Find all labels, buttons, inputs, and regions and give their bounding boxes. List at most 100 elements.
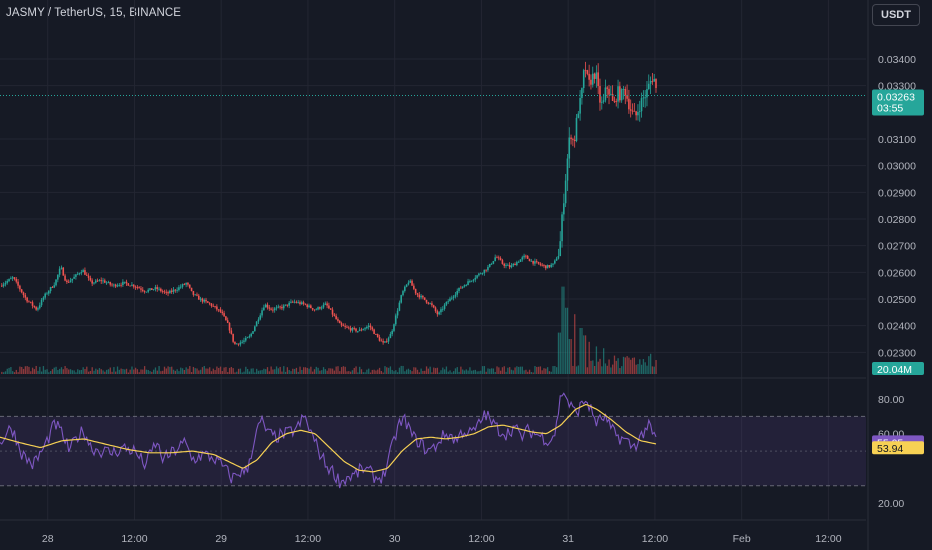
volume-bar <box>460 366 462 374</box>
volume-bar <box>481 366 484 374</box>
volume-bar <box>12 371 14 374</box>
candle-body <box>499 258 502 261</box>
candle-body <box>317 307 319 310</box>
volume-bar <box>31 367 34 374</box>
volume-bar <box>342 366 345 374</box>
candle-body <box>64 275 66 281</box>
candle-body <box>615 101 618 102</box>
candle-body <box>49 287 52 292</box>
candle-body <box>324 303 327 305</box>
candle-body <box>467 281 469 286</box>
volume-bar <box>413 367 415 374</box>
candle-body <box>413 285 415 289</box>
price-tick-label: 0.02400 <box>878 321 916 333</box>
volume-bar <box>462 369 464 374</box>
candle-body <box>80 272 83 274</box>
candle-body <box>460 287 462 289</box>
volume-bar <box>626 356 628 374</box>
candle-body <box>266 304 269 308</box>
volume-bar <box>463 370 466 374</box>
volume-bar <box>13 372 16 374</box>
candle-body <box>396 310 399 316</box>
volume-bar <box>261 370 263 374</box>
candle-body <box>508 264 511 268</box>
last-price-badge-bg <box>872 89 924 116</box>
candle-body <box>429 303 431 305</box>
candle-body <box>528 258 531 262</box>
volume-bar <box>469 367 471 374</box>
volume-bar <box>91 367 93 374</box>
candle-body <box>261 310 263 316</box>
candle-body <box>582 70 585 89</box>
candle-body <box>263 307 265 311</box>
time-tick-label: 12:00 <box>468 533 494 545</box>
candle-body <box>199 298 202 300</box>
volume-bar <box>382 372 384 374</box>
volume-bar <box>62 369 64 374</box>
volume-bar <box>134 367 137 374</box>
candle-body <box>492 261 495 264</box>
candle-body <box>237 343 240 345</box>
candle-body <box>57 274 59 280</box>
volume-bar <box>122 368 124 374</box>
volume-bar <box>50 370 52 374</box>
candle-body <box>208 302 211 304</box>
candle-body <box>590 79 592 85</box>
candle-body <box>37 308 39 310</box>
candle-body <box>572 139 574 140</box>
volume-bar <box>333 370 336 374</box>
candle-body <box>517 261 520 263</box>
candle-body <box>311 308 314 310</box>
candle-body <box>516 262 518 266</box>
candle-body <box>252 331 254 334</box>
volume-bar <box>357 372 359 374</box>
candle-body <box>94 280 97 283</box>
candle-body <box>141 289 144 291</box>
volume-bar <box>527 371 529 374</box>
candle-body <box>29 301 32 303</box>
volume-bar <box>583 335 585 374</box>
volume-bar <box>467 370 469 374</box>
candle-body <box>264 304 267 308</box>
volume-bar <box>158 366 160 374</box>
volume-bar <box>453 371 455 374</box>
volume-bar <box>86 366 88 374</box>
candle-body <box>87 275 90 278</box>
candle-body <box>342 325 345 327</box>
volume-bar <box>46 369 48 374</box>
candle-body <box>28 301 30 303</box>
candle-body <box>640 98 643 112</box>
candle-body <box>93 282 95 284</box>
volume-bar <box>1 371 3 374</box>
volume-bar <box>290 371 292 374</box>
candle-body <box>521 257 524 260</box>
volume-bar <box>140 369 142 374</box>
volume-bar <box>171 366 173 374</box>
volume-bar <box>454 368 457 374</box>
volume-bar <box>407 368 410 374</box>
candle-body <box>288 302 290 306</box>
candle-body <box>600 101 603 103</box>
candle-body <box>593 73 596 79</box>
volume-bar <box>252 368 254 374</box>
candle-body <box>268 307 271 309</box>
volume-bar <box>436 367 439 374</box>
volume-bar <box>521 366 523 374</box>
volume-bar <box>315 366 317 374</box>
volume-bar <box>212 368 214 374</box>
volume-bar <box>263 368 265 374</box>
candle-body <box>107 282 110 283</box>
candle-body <box>532 260 534 264</box>
volume-bar <box>447 371 449 374</box>
candle-body <box>225 316 227 321</box>
volume-bar <box>250 368 252 374</box>
candle-body <box>132 284 135 287</box>
currency-button[interactable]: USDT <box>872 4 920 26</box>
volume-bar <box>284 371 287 374</box>
candle-body <box>628 98 630 110</box>
candle-body <box>147 289 149 292</box>
candle-body <box>243 340 245 342</box>
volume-bar <box>196 368 198 374</box>
volume-bar <box>630 359 632 374</box>
